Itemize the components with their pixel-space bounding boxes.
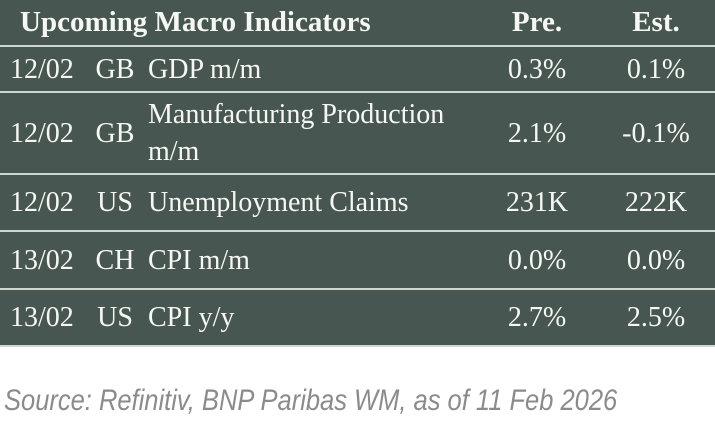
source-note: Source: Refinitiv, BNP Paribas WM, as of… xyxy=(4,384,618,417)
indicator-cell: Unemployment Claims xyxy=(148,187,409,218)
table-row: 13/02 US CPI y/y 2.7% 2.5% xyxy=(0,288,715,345)
column-header-pre: Pre. xyxy=(511,6,563,38)
column-header-est: Est. xyxy=(632,6,680,38)
indicator-cell: CPI y/y xyxy=(148,302,235,333)
table-title: Upcoming Macro Indicators xyxy=(20,6,371,38)
previous-value-cell: 0.3% xyxy=(507,53,567,85)
table-row: 12/02 GB Manufacturing Production m/m 2.… xyxy=(0,91,715,173)
country-cell: GB xyxy=(95,117,135,149)
estimate-value-cell: 222K xyxy=(624,187,688,218)
indicator-cell: Manufacturing Production m/m xyxy=(148,99,445,167)
table-row: 12/02 US Unemployment Claims 231K 222K xyxy=(0,173,715,230)
macro-indicators-table: Upcoming Macro Indicators Pre. Est. 12/0… xyxy=(0,0,715,347)
country-cell: GB xyxy=(95,53,135,85)
country-cell: CH xyxy=(95,244,135,276)
estimate-value-cell: -0.1% xyxy=(622,117,690,149)
date-cell: 13/02 xyxy=(10,244,74,276)
previous-value-cell: 0.0% xyxy=(507,244,567,276)
indicator-cell: GDP m/m xyxy=(148,53,262,85)
country-cell: US xyxy=(97,302,133,333)
date-cell: 12/02 xyxy=(10,187,74,218)
previous-value-cell: 231K xyxy=(505,187,569,218)
date-cell: 12/02 xyxy=(10,117,74,149)
estimate-value-cell: 2.5% xyxy=(626,302,686,333)
previous-value-cell: 2.1% xyxy=(507,117,567,149)
date-cell: 12/02 xyxy=(10,53,74,85)
country-cell: US xyxy=(97,187,133,218)
indicator-cell: CPI m/m xyxy=(148,244,250,276)
table-row: 13/02 CH CPI m/m 0.0% 0.0% xyxy=(0,230,715,288)
table-row: 12/02 GB GDP m/m 0.3% 0.1% xyxy=(0,45,715,91)
date-cell: 13/02 xyxy=(10,302,74,333)
estimate-value-cell: 0.1% xyxy=(626,53,686,85)
estimate-value-cell: 0.0% xyxy=(626,244,686,276)
table-header-row: Upcoming Macro Indicators Pre. Est. xyxy=(0,0,715,45)
previous-value-cell: 2.7% xyxy=(507,302,567,333)
